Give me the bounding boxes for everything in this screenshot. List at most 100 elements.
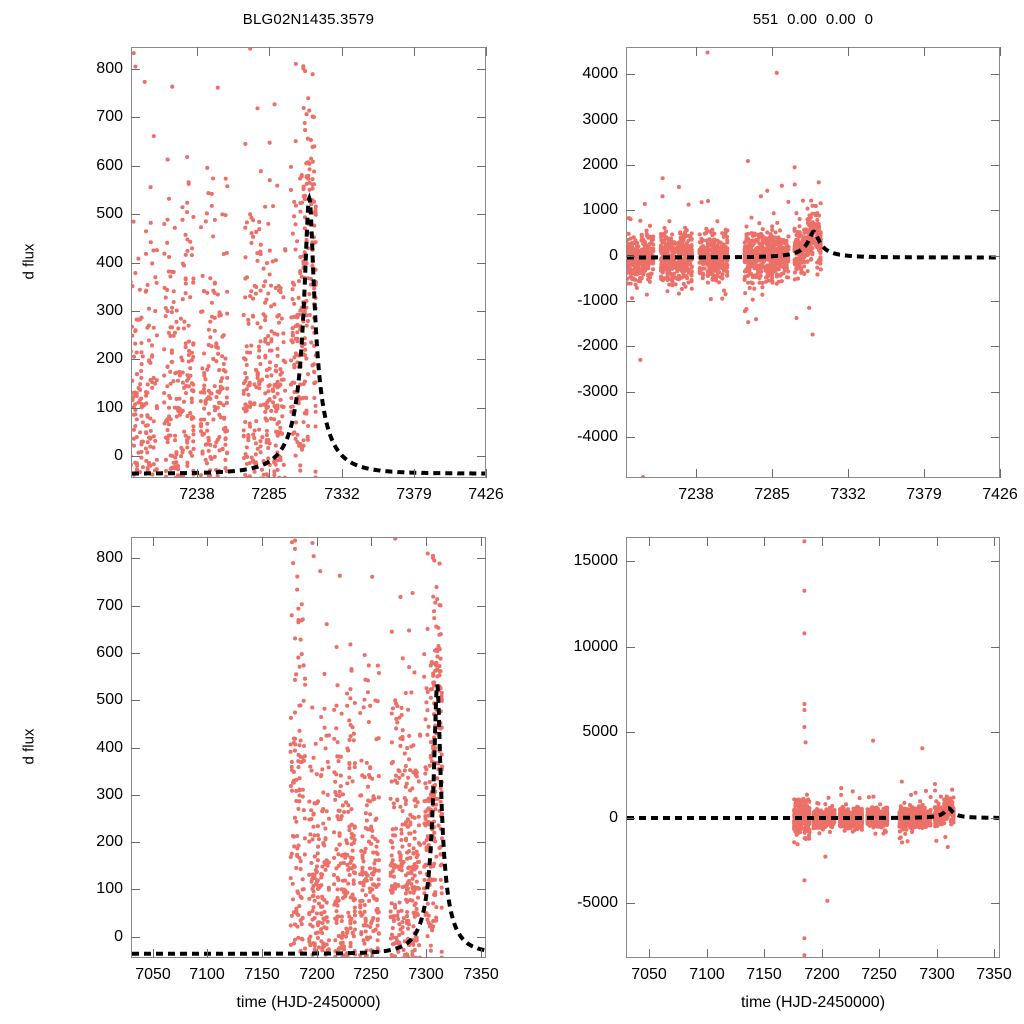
y-tick-label-bottom-left: 400 <box>96 739 123 756</box>
y-tick-top-left <box>131 214 140 215</box>
y-tick-label-top-left: 800 <box>96 60 123 77</box>
y-tick-top-right <box>626 210 635 211</box>
plot-panel-top-left <box>131 47 486 478</box>
y-tick-label-bottom-right: -5000 <box>577 894 618 911</box>
x-tick-top-bottom-right <box>937 537 938 546</box>
x-axis-title-bottom-left: time (HJD-2450000) <box>236 994 381 1011</box>
x-tick-label-top-left: 7285 <box>251 486 287 503</box>
y-tick-right-top-right <box>991 165 1000 166</box>
y-tick-label-top-right: 4000 <box>582 65 618 82</box>
x-tick-label-bottom-left: 7200 <box>299 966 335 983</box>
plot-frame-bottom-left <box>131 537 486 958</box>
y-tick-bottom-left <box>131 653 140 654</box>
plot-frame-top-left <box>131 47 486 478</box>
y-tick-top-left <box>131 117 140 118</box>
x-tick-bottom-left <box>153 949 154 958</box>
y-tick-label-top-right: 0 <box>609 247 618 264</box>
panel-title-top-left: BLG02N1435.3579 <box>242 11 375 28</box>
y-tick-label-bottom-left: 700 <box>96 597 123 614</box>
x-tick-label-bottom-right: 7250 <box>861 966 897 983</box>
x-tick-top-right <box>772 469 773 478</box>
y-tick-label-bottom-left: 500 <box>96 691 123 708</box>
y-tick-bottom-left <box>131 842 140 843</box>
x-tick-label-top-right: 7285 <box>754 486 790 503</box>
y-tick-right-bottom-right <box>991 561 1000 562</box>
x-tick-bottom-right <box>649 949 650 958</box>
y-tick-label-bottom-left: 300 <box>96 786 123 803</box>
y-tick-label-bottom-right: 0 <box>609 809 618 826</box>
x-tick-top-bottom-left <box>153 537 154 546</box>
y-tick-label-bottom-left: 600 <box>96 644 123 661</box>
y-tick-bottom-left <box>131 558 140 559</box>
y-tick-right-bottom-left <box>477 748 486 749</box>
y-tick-right-top-right <box>991 210 1000 211</box>
scatter-points-bottom-left <box>132 538 485 957</box>
y-tick-bottom-right <box>626 647 635 648</box>
y-tick-bottom-left <box>131 606 140 607</box>
y-tick-top-left <box>131 166 140 167</box>
x-tick-label-bottom-right: 7100 <box>689 966 725 983</box>
y-tick-right-top-right <box>991 256 1000 257</box>
y-tick-label-bottom-left: 0 <box>114 928 123 945</box>
y-tick-right-bottom-right <box>991 732 1000 733</box>
x-tick-label-top-left: 7238 <box>179 486 215 503</box>
x-tick-label-bottom-left: 7150 <box>244 966 280 983</box>
x-tick-top-right <box>1000 469 1001 478</box>
y-tick-right-top-left <box>477 456 486 457</box>
y-tick-label-top-right: -4000 <box>577 428 618 445</box>
x-tick-label-top-right: 7426 <box>982 486 1018 503</box>
y-tick-label-bottom-right: 10000 <box>573 638 619 655</box>
y-tick-top-left <box>131 408 140 409</box>
y-tick-right-bottom-left <box>477 558 486 559</box>
y-tick-label-top-left: 700 <box>96 108 123 125</box>
x-tick-label-top-right: 7332 <box>830 486 866 503</box>
y-tick-bottom-left <box>131 700 140 701</box>
y-tick-top-right <box>626 301 635 302</box>
y-tick-right-top-right <box>991 437 1000 438</box>
y-tick-right-bottom-left <box>477 795 486 796</box>
x-tick-bottom-left <box>207 949 208 958</box>
y-tick-right-top-right <box>991 392 1000 393</box>
x-tick-top-bottom-left <box>262 537 263 546</box>
x-tick-label-bottom-left: 7350 <box>463 966 499 983</box>
x-tick-top-top-left <box>486 47 487 56</box>
plot-panel-bottom-left <box>131 537 486 958</box>
x-tick-label-bottom-left: 7300 <box>408 966 444 983</box>
plot-area-top-right <box>627 50 999 477</box>
y-tick-bottom-left <box>131 937 140 938</box>
y-tick-right-top-left <box>477 214 486 215</box>
y-tick-right-bottom-right <box>991 647 1000 648</box>
y-tick-right-bottom-right <box>991 903 1000 904</box>
x-tick-top-left <box>197 469 198 478</box>
y-tick-label-bottom-left: 100 <box>96 880 123 897</box>
x-tick-top-bottom-right <box>764 537 765 546</box>
x-tick-label-bottom-left: 7050 <box>135 966 171 983</box>
x-tick-bottom-right <box>764 949 765 958</box>
x-tick-top-top-right <box>848 47 849 56</box>
x-tick-bottom-right <box>879 949 880 958</box>
scatter-points-top-left <box>132 48 485 477</box>
scatter-points-bottom-right <box>627 539 999 957</box>
y-tick-top-right <box>626 392 635 393</box>
y-tick-top-left <box>131 456 140 457</box>
x-tick-bottom-right <box>937 949 938 958</box>
panel-title-top-right: 551 0.00 0.00 0 <box>752 11 874 28</box>
x-tick-label-top-right: 7238 <box>678 486 714 503</box>
y-tick-right-top-left <box>477 311 486 312</box>
x-tick-bottom-left <box>371 949 372 958</box>
y-tick-label-top-right: 2000 <box>582 156 618 173</box>
y-tick-label-top-left: 600 <box>96 157 123 174</box>
y-tick-top-right <box>626 120 635 121</box>
x-tick-label-bottom-right: 7300 <box>919 966 955 983</box>
x-tick-top-bottom-left <box>207 537 208 546</box>
x-tick-top-bottom-right <box>879 537 880 546</box>
y-axis-title-bottom-left: d flux <box>20 728 38 764</box>
x-tick-label-top-left: 7426 <box>468 486 504 503</box>
y-tick-right-bottom-left <box>477 606 486 607</box>
y-tick-bottom-left <box>131 889 140 890</box>
x-tick-top-bottom-left <box>481 537 482 546</box>
x-tick-bottom-left <box>262 949 263 958</box>
y-tick-label-bottom-left: 200 <box>96 833 123 850</box>
y-tick-top-left <box>131 69 140 70</box>
x-tick-top-bottom-right <box>994 537 995 546</box>
